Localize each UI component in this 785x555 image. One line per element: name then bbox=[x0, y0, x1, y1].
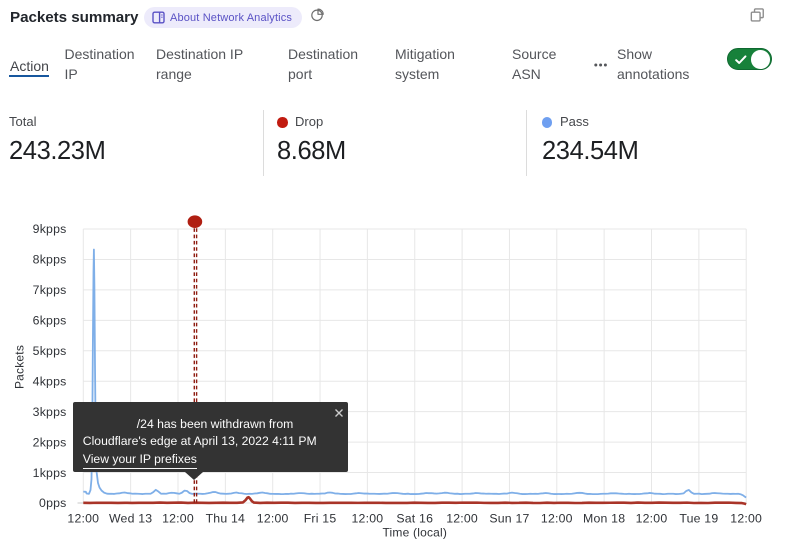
svg-text:0pps: 0pps bbox=[39, 496, 66, 510]
svg-text:12:00: 12:00 bbox=[162, 512, 194, 526]
svg-text:9kpps: 9kpps bbox=[33, 222, 67, 236]
svg-text:12:00: 12:00 bbox=[352, 512, 384, 526]
svg-text:12:00: 12:00 bbox=[446, 512, 478, 526]
svg-text:Mon 18: Mon 18 bbox=[583, 512, 625, 526]
svg-text:5kpps: 5kpps bbox=[33, 344, 67, 358]
svg-text:Thu 14: Thu 14 bbox=[206, 512, 245, 526]
svg-text:Fri 15: Fri 15 bbox=[304, 512, 337, 526]
svg-text:12:00: 12:00 bbox=[541, 512, 573, 526]
svg-text:4kpps: 4kpps bbox=[33, 374, 67, 388]
svg-text:2kpps: 2kpps bbox=[33, 435, 67, 449]
svg-text:Tue 19: Tue 19 bbox=[679, 512, 718, 526]
svg-text:Sun 17: Sun 17 bbox=[489, 512, 529, 526]
svg-text:6kpps: 6kpps bbox=[33, 314, 67, 328]
svg-text:3kpps: 3kpps bbox=[33, 405, 67, 419]
svg-text:1kpps: 1kpps bbox=[33, 466, 67, 480]
svg-text:12:00: 12:00 bbox=[730, 512, 762, 526]
svg-text:Sat 16: Sat 16 bbox=[396, 512, 433, 526]
svg-text:12:00: 12:00 bbox=[67, 512, 99, 526]
svg-text:12:00: 12:00 bbox=[257, 512, 289, 526]
svg-text:12:00: 12:00 bbox=[636, 512, 668, 526]
svg-text:Wed 13: Wed 13 bbox=[109, 512, 152, 526]
svg-text:Time (local): Time (local) bbox=[382, 526, 447, 540]
svg-text:8kpps: 8kpps bbox=[33, 253, 67, 267]
svg-text:Packets: Packets bbox=[13, 345, 27, 389]
svg-text:7kpps: 7kpps bbox=[33, 283, 67, 297]
